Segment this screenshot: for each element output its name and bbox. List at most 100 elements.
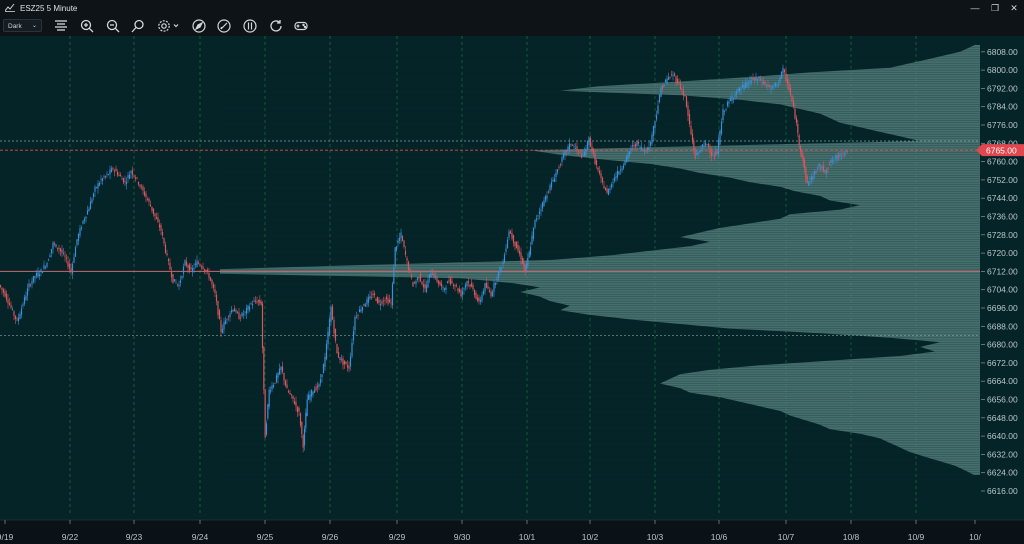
candle-body bbox=[331, 306, 334, 320]
candle-body bbox=[707, 143, 710, 147]
candle-body bbox=[113, 170, 116, 172]
bars-icon[interactable] bbox=[242, 18, 258, 34]
candle-body bbox=[743, 84, 745, 89]
candle-body bbox=[734, 94, 736, 96]
candle-body bbox=[80, 227, 83, 229]
price-tick-label: 6768.00 bbox=[987, 138, 1018, 148]
compass-icon[interactable] bbox=[191, 18, 207, 34]
candle-body bbox=[248, 306, 251, 311]
zoom-out-icon[interactable] bbox=[105, 18, 121, 34]
price-tick-label: 6792.00 bbox=[987, 83, 1018, 93]
candle-body bbox=[616, 170, 619, 178]
candle-body bbox=[118, 174, 120, 176]
candle-body bbox=[661, 85, 664, 89]
candle-body bbox=[260, 302, 262, 305]
candle-body bbox=[241, 312, 243, 317]
candle-body bbox=[503, 254, 506, 263]
candle-body bbox=[154, 213, 156, 217]
gamepad-icon[interactable] bbox=[293, 18, 309, 34]
candle-body bbox=[660, 87, 662, 97]
candle-body bbox=[830, 159, 832, 164]
candle-body bbox=[50, 248, 53, 254]
gear-icon[interactable] bbox=[156, 18, 180, 34]
candle-body bbox=[167, 258, 170, 262]
candle-body bbox=[372, 293, 374, 296]
candle-body bbox=[116, 172, 119, 176]
candle-body bbox=[98, 182, 101, 186]
candle-body bbox=[700, 150, 702, 152]
price-tick-label: 6776.00 bbox=[987, 120, 1018, 130]
candle-body bbox=[789, 87, 792, 96]
candle-body bbox=[306, 399, 308, 417]
candle-body bbox=[40, 269, 42, 272]
candle-body bbox=[810, 176, 813, 181]
candle-body bbox=[76, 239, 78, 246]
pen-icon[interactable] bbox=[216, 18, 232, 34]
candle-body bbox=[62, 253, 65, 254]
candle-body bbox=[82, 220, 84, 224]
candle-body bbox=[330, 307, 332, 323]
restore-button[interactable]: ❐ bbox=[990, 3, 1000, 13]
candle-body bbox=[669, 76, 671, 79]
price-tick-label: 6808.00 bbox=[987, 47, 1018, 57]
candle-body bbox=[364, 304, 367, 307]
date-tick-label: 9/30 bbox=[454, 532, 471, 542]
theme-select[interactable]: Dark ⌄ bbox=[3, 19, 42, 32]
candle-body bbox=[346, 365, 349, 368]
minimize-button[interactable]: — bbox=[970, 3, 980, 13]
price-chart[interactable]: 6808.00 6800.00 6792.00 6784.00 6776.00 6768.… bbox=[0, 36, 1024, 544]
candle-body bbox=[558, 167, 560, 168]
chart-canvas[interactable]: 6808.00 6800.00 6792.00 6784.00 6776.00 6768.… bbox=[0, 36, 1024, 544]
candle-body bbox=[152, 208, 155, 214]
candle-body bbox=[220, 320, 222, 332]
candle-body bbox=[780, 71, 783, 79]
candle-body bbox=[488, 290, 491, 292]
candle-body bbox=[494, 282, 497, 285]
zoom-in-icon[interactable] bbox=[79, 18, 95, 34]
search-icon[interactable] bbox=[130, 18, 146, 34]
candle-body bbox=[122, 178, 125, 183]
candle-body bbox=[178, 284, 180, 287]
candle-body bbox=[549, 185, 551, 191]
candle-body bbox=[404, 250, 407, 255]
candle-body bbox=[806, 176, 808, 183]
candle-body bbox=[442, 287, 444, 289]
candle-body bbox=[732, 97, 735, 100]
candle-body bbox=[509, 231, 512, 234]
candle-body bbox=[251, 303, 254, 306]
candle-body bbox=[269, 390, 272, 392]
candle-body bbox=[667, 77, 670, 80]
refresh-icon[interactable] bbox=[268, 18, 284, 34]
candle-body bbox=[652, 126, 655, 136]
candle-body bbox=[812, 176, 814, 180]
candle-body bbox=[765, 84, 768, 86]
candle-body bbox=[28, 283, 30, 288]
align-center-icon[interactable] bbox=[53, 18, 69, 34]
candle-body bbox=[283, 373, 285, 381]
candle-body bbox=[571, 144, 574, 146]
close-button[interactable]: ✕ bbox=[1010, 3, 1018, 13]
candle-body bbox=[737, 88, 739, 92]
candle-body bbox=[301, 421, 303, 435]
candle-body bbox=[139, 184, 141, 187]
candle-body bbox=[782, 67, 784, 74]
candle-body bbox=[235, 310, 237, 312]
candle-body bbox=[576, 146, 578, 150]
candle-body bbox=[466, 281, 468, 287]
candle-body bbox=[164, 244, 167, 253]
candle-body bbox=[791, 95, 793, 102]
candle-body bbox=[538, 211, 541, 214]
candle-body bbox=[261, 303, 264, 349]
candle-body bbox=[562, 153, 565, 158]
candle-body bbox=[340, 359, 343, 360]
candle-body bbox=[455, 285, 458, 287]
candle-body bbox=[92, 193, 95, 198]
candle-body bbox=[779, 77, 781, 83]
candle-body bbox=[185, 261, 188, 266]
candle-body bbox=[592, 148, 595, 154]
candle-body bbox=[188, 264, 191, 272]
candle-body bbox=[845, 150, 847, 151]
candle-body bbox=[169, 262, 171, 270]
candle-body bbox=[211, 279, 213, 285]
candle-body bbox=[612, 182, 614, 183]
